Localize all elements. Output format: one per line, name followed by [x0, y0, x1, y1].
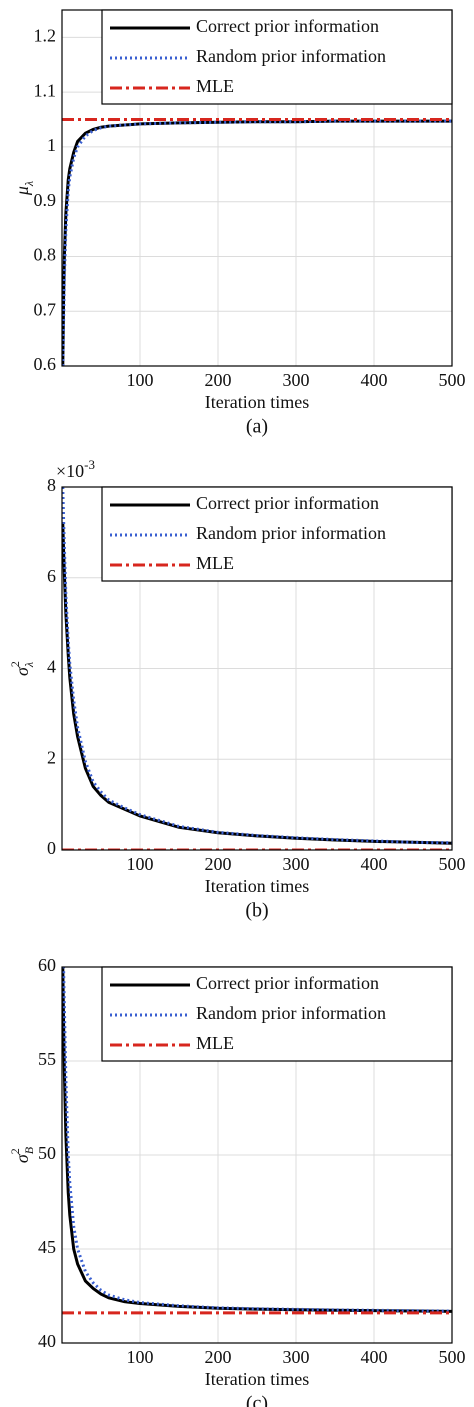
y-tick-label: 0.6: [34, 354, 57, 374]
x-axis-label: Iteration times: [205, 1369, 309, 1389]
x-tick-label: 200: [205, 370, 232, 390]
y-tick-label: 1.1: [34, 80, 57, 100]
x-axis-label: Iteration times: [205, 876, 309, 896]
y-tick-label: 0.9: [34, 190, 57, 210]
x-tick-label: 300: [283, 1347, 310, 1367]
axis-multiplier-base: ×10: [56, 461, 84, 481]
y-tick-label: 0: [47, 838, 56, 858]
y-tick-label: 55: [38, 1049, 56, 1069]
y-axis-label: σ2λ: [8, 661, 36, 676]
y-tick-label: 1: [47, 135, 56, 155]
y-tick-label: 0.8: [34, 245, 57, 265]
plot-area: [62, 118, 452, 366]
legend-label: MLE: [196, 76, 234, 96]
x-tick-label: 300: [283, 854, 310, 874]
x-tick-label: 100: [127, 854, 154, 874]
x-tick-label: 200: [205, 1347, 232, 1367]
axis-multiplier: ×10-3: [56, 457, 95, 481]
data-line: [62, 967, 452, 1313]
y-tick-label: 45: [38, 1237, 56, 1257]
y-axis-label-sub: B: [22, 1146, 36, 1154]
x-tick-label: 400: [361, 1347, 388, 1367]
y-axis-label-sub: λ: [22, 662, 36, 668]
x-tick-label: 500: [439, 370, 466, 390]
data-line: [62, 119, 452, 366]
legend-label: Correct prior information: [196, 973, 379, 993]
y-tick-label: 40: [38, 1331, 56, 1351]
legend-label: Correct prior information: [196, 493, 379, 513]
y-axis-label: σ2B: [8, 1146, 36, 1163]
legend-label: Random prior information: [196, 1003, 386, 1023]
y-axis-label-sub: λ: [22, 181, 36, 187]
y-tick-label: 2: [47, 747, 56, 767]
x-axis-label: Iteration times: [205, 392, 309, 412]
caption: (b): [245, 900, 268, 922]
legend-label: MLE: [196, 553, 234, 573]
x-tick-label: 100: [127, 370, 154, 390]
y-axis-label-base: σ: [12, 1153, 32, 1163]
data-line: [62, 119, 452, 366]
chart-panel: 40 45 50 55 60 100 200 300 400 500 Correct prior i…: [8, 955, 466, 1407]
y-axis-label: μλ: [12, 181, 36, 196]
legend-label: Correct prior information: [196, 16, 379, 36]
data-line: [62, 523, 452, 845]
y-axis-label-base: μ: [12, 186, 32, 196]
y-axis-label-base: σ: [12, 666, 32, 676]
x-tick-label: 100: [127, 1347, 154, 1367]
caption: (c): [246, 1393, 268, 1407]
y-axis-label-sup: 2: [8, 661, 22, 667]
x-tick-label: 400: [361, 854, 388, 874]
axis-multiplier-sup: -3: [84, 457, 95, 472]
y-tick-label: 0.7: [34, 299, 57, 319]
y-tick-label: 50: [38, 1143, 56, 1163]
data-line: [62, 967, 452, 1313]
y-tick-label: 1.2: [34, 26, 57, 46]
y-tick-label: 60: [38, 955, 56, 975]
plot-area: [62, 487, 452, 850]
x-tick-label: 500: [439, 854, 466, 874]
caption: (a): [246, 416, 268, 438]
y-tick-label: 6: [47, 566, 56, 586]
y-axis-label-sup: 2: [8, 1148, 22, 1154]
x-tick-label: 400: [361, 370, 388, 390]
chart-panel: 0.6 0.7 0.8 0.9 1 1.1 1.2 100 200 300 400 500 Correc…: [12, 9, 466, 438]
legend-label: Random prior information: [196, 46, 386, 66]
y-tick-label: 8: [47, 475, 56, 495]
data-line: [62, 487, 452, 845]
chart-panel: 0 2 4 6 8 100 200 300 400 500 Correct prior inform…: [8, 457, 466, 922]
legend-label: MLE: [196, 1033, 234, 1053]
legend-label: Random prior information: [196, 523, 386, 543]
x-tick-label: 500: [439, 1347, 466, 1367]
y-tick-label: 4: [47, 657, 56, 677]
x-tick-label: 200: [205, 854, 232, 874]
plot-area: [62, 967, 452, 1315]
x-tick-label: 300: [283, 370, 310, 390]
